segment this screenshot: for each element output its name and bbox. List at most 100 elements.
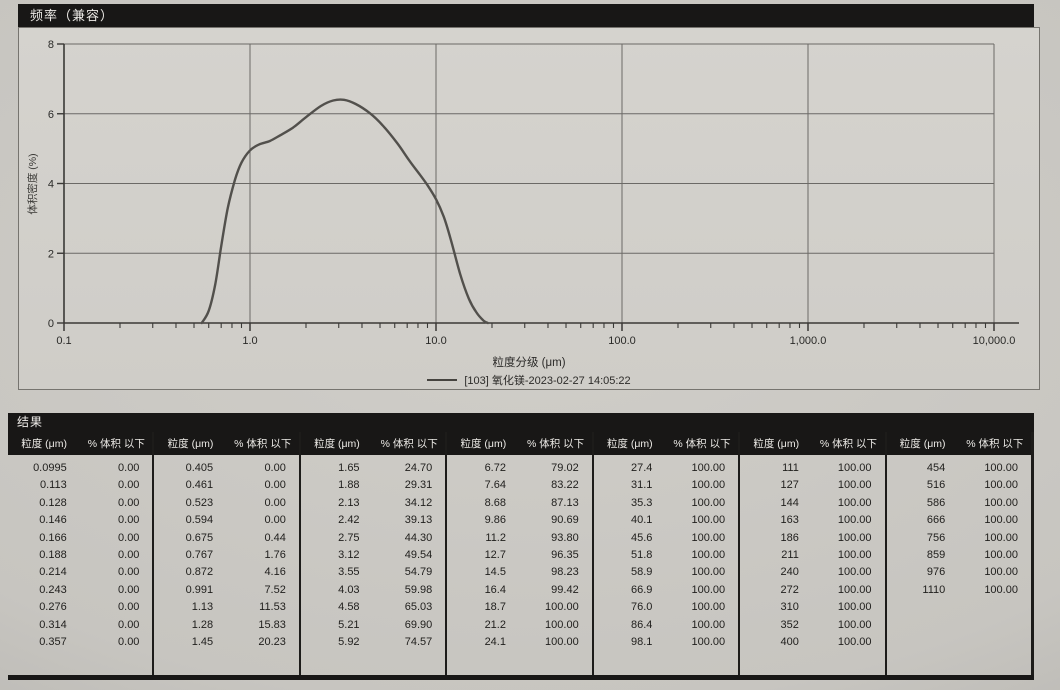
size-cell: 0.166 xyxy=(39,531,67,544)
size-cell: 400 xyxy=(780,635,799,648)
results-rows: 0.405 0.00 0.461 0.00 0.523 0.00 0.594 0.00 0.67… xyxy=(154,455,298,651)
svg-text:4: 4 xyxy=(48,179,54,191)
svg-text:1.0: 1.0 xyxy=(242,335,257,347)
cumulative-cell: 7.52 xyxy=(264,583,286,596)
table-row: 0.128 0.00 xyxy=(8,495,152,512)
cumulative-cell: 87.13 xyxy=(551,496,579,509)
table-row: 0.146 0.00 xyxy=(8,512,152,529)
table-row: 111 100.00 xyxy=(740,460,884,477)
cumulative-cell: 24.70 xyxy=(404,462,433,474)
table-row: 51.8 100.00 xyxy=(594,547,738,564)
cumulative-cell: 0.44 xyxy=(264,531,286,544)
table-row: 11.2 93.80 xyxy=(447,530,591,547)
table-row: 0.991 7.52 xyxy=(154,582,298,599)
svg-text:100.0: 100.0 xyxy=(608,335,636,347)
svg-text:0.1: 0.1 xyxy=(56,335,71,347)
cumulative-cell: 100.00 xyxy=(691,601,726,614)
results-rows: 454 100.00 516 100.00 586 100.00 666 100.00 756 1… xyxy=(887,455,1031,599)
table-row: 0.276 0.00 xyxy=(8,599,152,616)
table-row: 400 100.00 xyxy=(740,634,884,651)
size-cell: 666 xyxy=(926,514,946,527)
table-row: 272 100.00 xyxy=(740,582,884,599)
table-row: 7.64 83.22 xyxy=(447,477,591,494)
table-row: 0.357 0.00 xyxy=(8,634,152,651)
cumulative-cell: 54.79 xyxy=(404,566,433,579)
size-cell: 0.314 xyxy=(39,618,67,631)
results-column-group: 粒度 (μm) % 体积 以下 454 100.00 516 100.00 586 100.0… xyxy=(886,432,1034,675)
cumulative-column-header: % 体积 以下 xyxy=(234,438,292,450)
cumulative-cell: 65.03 xyxy=(404,601,433,614)
table-row: 12.7 96.35 xyxy=(447,547,591,564)
results-column-headers: 粒度 (μm) % 体积 以下 xyxy=(886,432,1031,455)
size-cell: 12.7 xyxy=(484,548,506,561)
size-cell: 516 xyxy=(926,479,946,492)
table-row: 31.1 100.00 xyxy=(594,477,738,494)
cumulative-cell: 100.00 xyxy=(691,496,726,509)
results-rows: 27.4 100.00 31.1 100.00 35.3 100.00 40.1 100.00… xyxy=(594,455,738,651)
size-cell: 0.243 xyxy=(39,583,67,596)
size-cell: 4.03 xyxy=(338,583,360,596)
size-cell: 51.8 xyxy=(630,548,653,561)
table-row: 0.113 0.00 xyxy=(8,477,152,494)
size-cell: 27.4 xyxy=(630,462,653,474)
results-column-headers: 粒度 (μm) % 体积 以下 xyxy=(740,432,885,455)
cumulative-cell: 100.00 xyxy=(984,531,1018,544)
table-row: 586 100.00 xyxy=(887,495,1031,512)
cumulative-cell: 93.80 xyxy=(551,531,579,544)
table-row: 3.12 49.54 xyxy=(301,547,445,564)
cumulative-cell: 100.00 xyxy=(691,531,726,544)
results-rows: 111 100.00 127 100.00 144 100.00 163 100.00 186 1… xyxy=(740,455,884,651)
cumulative-cell: 100.00 xyxy=(691,514,726,527)
table-row: 86.4 100.00 xyxy=(594,617,738,634)
size-cell: 0.991 xyxy=(185,583,214,596)
cumulative-cell: 100.00 xyxy=(691,618,726,631)
x-axis-label: 粒度分级 (μm) xyxy=(492,357,566,369)
size-column-header: 粒度 (μm) xyxy=(753,438,800,450)
table-row: 1.88 29.31 xyxy=(301,477,445,494)
size-cell: 163 xyxy=(780,514,799,527)
size-cell: 0.594 xyxy=(185,514,214,527)
results-column-group: 粒度 (μm)% 体积 以下 0.0995 0.00 0.113 0.00 0.128 0.… xyxy=(8,432,155,675)
table-row: 0.243 0.00 xyxy=(8,582,152,599)
frequency-distribution-chart: 0 2 4 6 8 0.1 1.0 10.0 100.0 1,000.0 10,000.0 xyxy=(48,39,1019,347)
results-column-group: 粒度 (μm) % 体积 以下 1.65 24.70 1.88 29.31 2.13 34.1… xyxy=(300,432,448,675)
table-row: 516 100.00 xyxy=(887,477,1031,494)
table-row: 9.86 90.69 xyxy=(447,512,591,529)
cumulative-cell: 100.00 xyxy=(837,583,872,596)
results-section-title: 结果 xyxy=(8,413,1034,432)
size-cell: 24.1 xyxy=(484,635,506,648)
cumulative-cell: 11.53 xyxy=(259,601,286,614)
results-column-headers: 粒度 (μm) % 体积 以下 xyxy=(593,432,739,455)
chart-grid xyxy=(64,43,995,323)
table-row: 16.4 99.42 xyxy=(447,582,591,599)
table-row: 76.0 100.00 xyxy=(594,599,738,616)
table-row: 6.72 79.02 xyxy=(447,460,591,477)
size-cell: 1.45 xyxy=(191,635,214,648)
size-cell: 86.4 xyxy=(630,618,653,631)
results-column-headers: 粒度 (μm) % 体积 以下 xyxy=(154,432,299,455)
svg-text:10.0: 10.0 xyxy=(425,335,446,347)
table-row: 21.2 100.00 xyxy=(447,617,591,634)
cumulative-column-header: % 体积 以下 xyxy=(87,438,145,450)
cumulative-cell: 0.00 xyxy=(118,531,140,544)
size-column-header: 粒度 (μm) xyxy=(899,438,946,450)
cumulative-cell: 100.00 xyxy=(837,601,872,614)
svg-text:2: 2 xyxy=(48,248,54,260)
cumulative-cell: 39.13 xyxy=(404,514,433,527)
results-column-headers: 粒度 (μm) % 体积 以下 xyxy=(447,432,592,455)
svg-text:1,000.0: 1,000.0 xyxy=(790,335,827,347)
results-column-group: 粒度 (μm) % 体积 以下 6.72 79.02 7.64 83.22 8.68 87.1… xyxy=(447,432,594,675)
size-cell: 186 xyxy=(780,531,799,544)
size-column-header: 粒度 (μm) xyxy=(460,438,507,450)
table-row: 35.3 100.00 xyxy=(594,495,738,512)
cumulative-cell: 100.00 xyxy=(837,479,872,492)
cumulative-cell: 98.23 xyxy=(551,566,579,579)
size-cell: 76.0 xyxy=(630,601,653,614)
table-row: 976 100.00 xyxy=(887,564,1031,581)
results-column-group: 粒度 (μm) % 体积 以下 27.4 100.00 31.1 100.00 35.3 10… xyxy=(593,432,741,675)
chart-legend: [103] 氧化镁-2023-02-27 14:05:22 xyxy=(19,372,1039,388)
cumulative-cell: 100.00 xyxy=(691,566,726,579)
table-row: 0.872 4.16 xyxy=(154,564,298,581)
size-cell: 127 xyxy=(780,479,799,492)
size-cell: 1.28 xyxy=(191,618,214,631)
